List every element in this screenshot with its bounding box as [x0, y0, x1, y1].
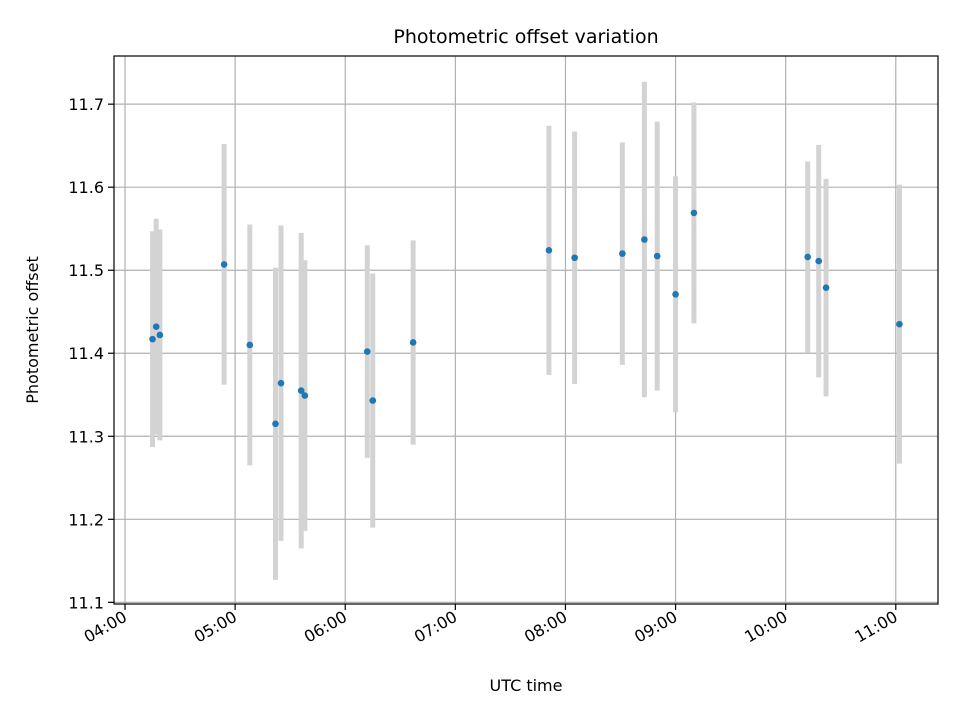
y-tick-label: 11.6	[68, 178, 104, 197]
data-point	[246, 341, 254, 349]
data-point	[804, 253, 812, 261]
y-axis-ticks: 11.1 11.2 11.3 11.4 11.5 11.6 11.7	[68, 95, 114, 612]
data-point	[297, 387, 305, 394]
data-point	[690, 209, 698, 217]
data-point	[272, 420, 279, 428]
chart-title: Photometric offset variation	[393, 26, 658, 48]
data-point	[149, 335, 156, 343]
y-tick-label: 11.4	[68, 344, 104, 363]
y-tick-label: 11.5	[68, 261, 104, 280]
data-point	[822, 284, 830, 291]
data-point	[815, 257, 823, 265]
grid-lines	[114, 56, 938, 604]
data-point	[363, 348, 371, 355]
data-point	[409, 339, 417, 346]
data-point	[220, 261, 228, 268]
y-tick-label: 11.2	[68, 510, 104, 529]
data-point	[152, 323, 160, 330]
data-point	[277, 379, 285, 387]
plot-area-background	[114, 56, 938, 604]
data-point	[571, 254, 578, 262]
data-point	[301, 392, 309, 399]
y-tick-label: 11.3	[68, 427, 104, 446]
plot-frame	[113, 55, 939, 605]
data-point	[156, 331, 164, 339]
x-axis-title: UTC time	[490, 676, 563, 695]
y-axis-title: Photometric offset	[23, 256, 42, 404]
y-tick-label: 11.1	[68, 593, 104, 612]
data-point	[672, 290, 679, 298]
data-point	[641, 236, 648, 243]
data-point	[369, 397, 377, 404]
data-point	[545, 246, 553, 254]
data-point	[653, 252, 661, 260]
y-tick-label: 11.7	[68, 95, 104, 114]
data-points	[149, 209, 903, 428]
data-point	[896, 320, 903, 328]
data-point	[619, 250, 626, 257]
